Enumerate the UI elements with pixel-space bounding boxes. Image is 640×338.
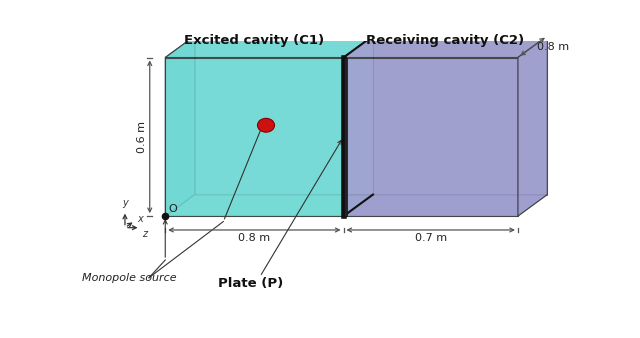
Polygon shape [165, 36, 373, 57]
Polygon shape [344, 36, 547, 57]
Polygon shape [344, 195, 547, 216]
Ellipse shape [257, 118, 275, 132]
Text: 0.8 m: 0.8 m [238, 233, 271, 243]
Text: 0.7 m: 0.7 m [415, 233, 447, 243]
Polygon shape [165, 195, 373, 216]
Text: Monopole source: Monopole source [81, 273, 176, 283]
Text: 0.8 m: 0.8 m [537, 42, 570, 52]
Text: 0.6 m: 0.6 m [137, 121, 147, 153]
Polygon shape [344, 57, 518, 216]
Text: x: x [138, 214, 143, 224]
Text: y: y [122, 198, 128, 209]
Text: O: O [168, 204, 177, 214]
Polygon shape [373, 36, 547, 195]
Polygon shape [165, 57, 344, 216]
Polygon shape [344, 57, 347, 216]
Text: z: z [142, 229, 147, 239]
Text: Receiving cavity (C2): Receiving cavity (C2) [365, 34, 524, 47]
Polygon shape [518, 36, 547, 216]
Polygon shape [165, 36, 195, 216]
Text: Plate (P): Plate (P) [218, 276, 283, 290]
Text: Excited cavity (C1): Excited cavity (C1) [184, 34, 324, 47]
Polygon shape [195, 36, 373, 195]
